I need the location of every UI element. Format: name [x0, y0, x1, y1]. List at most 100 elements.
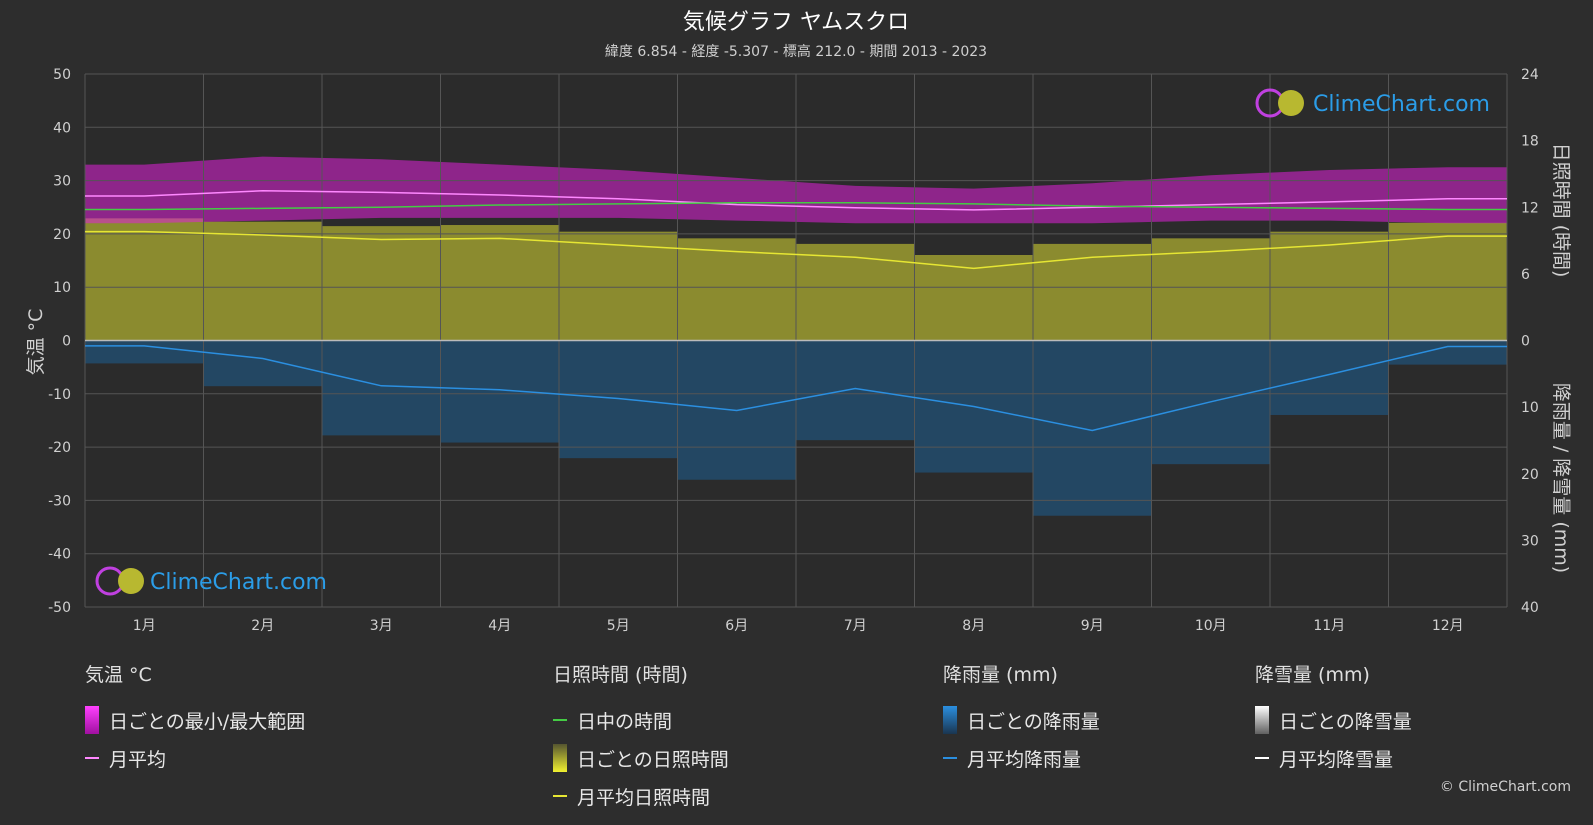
- month-tick-label: 4月: [488, 618, 511, 634]
- legend-label: 月平均降雪量: [1279, 748, 1394, 771]
- rain-bar: [796, 340, 915, 441]
- chart-subtitle: 緯度 6.854 - 経度 -5.307 - 標高 212.0 - 期間 201…: [605, 43, 987, 60]
- month-tick-label: 6月: [725, 618, 748, 634]
- legend-item: 日ごとの日照時間: [553, 739, 729, 777]
- left-tick-label: -50: [48, 600, 71, 616]
- grid-lines: [84, 73, 1508, 608]
- sunshine-bar: [1388, 222, 1507, 341]
- left-tick-label: -20: [48, 440, 71, 456]
- right-bottom-tick-label: 30: [1521, 533, 1539, 549]
- month-tick-label: 7月: [844, 618, 867, 634]
- rain-bar: [440, 340, 559, 443]
- legend-label: 日ごとの降雪量: [1279, 710, 1412, 733]
- sunshine-swatch: [553, 744, 567, 772]
- sunshine-bar: [914, 254, 1033, 341]
- legend-title: 日照時間 (時間): [553, 664, 688, 686]
- logo-top: ClimeChart.com: [1255, 88, 1490, 118]
- series-lines: [85, 189, 1507, 432]
- legend-title: 気温 °C: [85, 664, 152, 686]
- legend-snow: 降雪量 (mm) 日ごとの降雪量 月平均降雪量: [1255, 660, 1412, 777]
- legend-item: 月平均: [85, 739, 305, 777]
- legend-temp: 気温 °C 日ごとの最小/最大範囲 月平均: [85, 660, 305, 777]
- month-tick-label: 5月: [607, 618, 630, 634]
- legend-label: 月平均: [109, 748, 167, 771]
- month-tick-label: 12月: [1432, 618, 1464, 634]
- legend-label: 月平均降雨量: [967, 748, 1082, 771]
- sunshine-bar: [322, 226, 441, 341]
- sunshine-bar: [1270, 231, 1389, 341]
- right-top-tick-label: 24: [1521, 67, 1539, 83]
- logo-sun-icon: [118, 568, 144, 594]
- sunshine-bar: [203, 221, 322, 341]
- legend-item: 日ごとの最小/最大範囲: [85, 701, 305, 739]
- legend-label: 日中の時間: [577, 710, 673, 733]
- rain-bar: [85, 340, 204, 364]
- left-tick-label: 20: [53, 227, 71, 243]
- logo-text: ClimeChart.com: [1313, 92, 1490, 117]
- sunshine-bar: [796, 243, 915, 341]
- right-top-tick-label: 18: [1521, 134, 1539, 150]
- right-top-tick-label: 12: [1521, 200, 1539, 216]
- right-bottom-tick-label: 10: [1521, 400, 1539, 416]
- month-tick-label: 9月: [1081, 618, 1104, 634]
- month-tick-label: 11月: [1313, 618, 1345, 634]
- legend-label: 日ごとの最小/最大範囲: [109, 710, 306, 733]
- rain-mean-swatch: [943, 757, 957, 759]
- temp-mean-line: [85, 189, 1507, 211]
- legend-item: 日ごとの降雨量: [943, 701, 1100, 739]
- temp-mean-swatch: [85, 757, 99, 759]
- legend-item: 日ごとの降雪量: [1255, 701, 1412, 739]
- right-top-tick-label: 0: [1521, 334, 1530, 350]
- rain-bar: [203, 340, 322, 387]
- rain-bar: [322, 340, 441, 436]
- sunshine-bar: [1033, 243, 1152, 341]
- legend-label: 日ごとの日照時間: [577, 748, 729, 771]
- legend-item: 日中の時間: [553, 701, 729, 739]
- legend-item: 月平均日照時間: [553, 777, 729, 815]
- month-tick-label: 10月: [1195, 618, 1227, 634]
- left-axis-label: 気温 °C: [25, 309, 47, 376]
- logo-sun-icon: [1278, 90, 1304, 116]
- rain-bar: [1388, 340, 1507, 365]
- legend-item: 月平均降雨量: [943, 739, 1100, 777]
- daylight-line: [85, 202, 1507, 211]
- right-top-axis-label: 日照時間 (時間): [1550, 143, 1572, 278]
- legend-item: 月平均降雪量: [1255, 739, 1412, 777]
- left-tick-label: 30: [53, 174, 71, 190]
- sunshine-bar: [677, 238, 796, 341]
- logo-text: ClimeChart.com: [150, 570, 327, 595]
- month-tick-label: 1月: [133, 618, 156, 634]
- rain-mean-line: [85, 345, 1507, 432]
- month-tick-label: 8月: [962, 618, 985, 634]
- right-top-tick-label: 6: [1521, 267, 1530, 283]
- sunshine-bar: [440, 225, 559, 341]
- copyright: © ClimeChart.com: [1439, 779, 1571, 795]
- legend-label: 月平均日照時間: [577, 786, 711, 809]
- axis-ticks: 50 40 30 20 10 0 -10 -20 -30 -40 -50 24 18 12 6 0 10 20 30…: [48, 67, 1539, 634]
- rain-bar: [1270, 340, 1389, 415]
- climate-chart: 気候グラフ ヤムスクロ 緯度 6.854 - 経度 -5.307 - 標高 21…: [25, 10, 1572, 634]
- daylight-swatch: [553, 719, 567, 721]
- sunshine-bar: [85, 218, 204, 341]
- legend-label: 日ごとの降雨量: [967, 710, 1100, 733]
- left-tick-label: 10: [53, 280, 71, 296]
- rain-bar: [559, 340, 678, 459]
- right-bottom-tick-label: 20: [1521, 467, 1539, 483]
- month-tick-label: 3月: [370, 618, 393, 634]
- right-bottom-axis-label: 降雨量 / 降雪量 (mm): [1550, 383, 1572, 573]
- temp-range-swatch: [85, 706, 99, 734]
- rain-swatch: [943, 706, 957, 734]
- left-tick-label: 0: [62, 334, 71, 350]
- chart-title: 気候グラフ ヤムスクロ: [683, 10, 909, 35]
- logo-bottom: ClimeChart.com: [95, 566, 327, 596]
- legend-title: 降雪量 (mm): [1255, 664, 1370, 686]
- left-tick-label: 50: [53, 67, 71, 83]
- snow-swatch: [1255, 706, 1269, 734]
- left-tick-label: 40: [53, 120, 71, 136]
- left-tick-label: -30: [48, 493, 71, 509]
- legend-sun: 日照時間 (時間) 日中の時間 日ごとの日照時間 月平均日照時間: [553, 660, 729, 815]
- left-tick-label: -10: [48, 387, 71, 403]
- month-tick-label: 2月: [251, 618, 274, 634]
- sunshine-bar: [559, 231, 678, 341]
- left-tick-label: -40: [48, 547, 71, 563]
